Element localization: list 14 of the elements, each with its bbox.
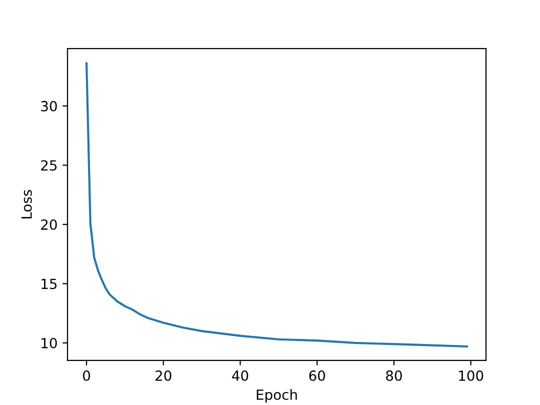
y-tick-label: 30	[41, 100, 57, 112]
x-tick-label: 60	[309, 370, 326, 381]
line-series	[85, 62, 468, 348]
y-tick-label: 10	[42, 338, 57, 348]
x-tick-label: 100	[459, 370, 484, 381]
x-tick-label: 40	[232, 370, 248, 381]
y-tick-label: 15	[42, 278, 57, 290]
y-tick-label: 25	[41, 160, 57, 171]
x-axis-title: Epoch	[256, 389, 297, 403]
y-tick-label: 20	[41, 219, 57, 230]
y-axis-title: Loss	[22, 190, 32, 218]
x-tick-label: 20	[156, 370, 172, 381]
x-tick-label: 0	[83, 370, 90, 381]
x-tick-label: 80	[386, 370, 402, 381]
